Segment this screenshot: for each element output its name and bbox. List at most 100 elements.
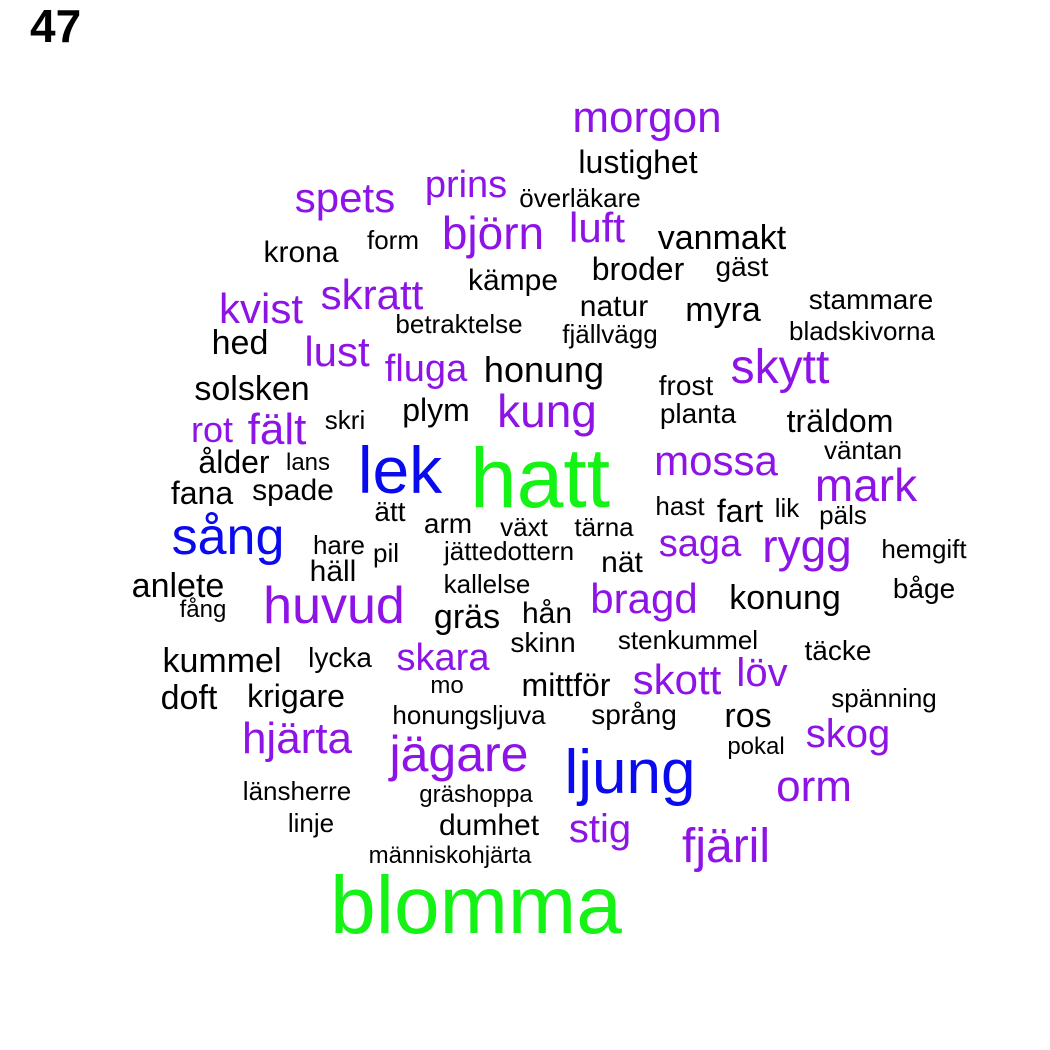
word-fluga: fluga bbox=[384, 348, 468, 390]
word-spade: spade bbox=[252, 474, 334, 507]
word-bladskivorna: bladskivorna bbox=[789, 316, 935, 346]
word-skog: skog bbox=[805, 712, 891, 756]
word-prins: prins bbox=[424, 164, 508, 206]
word-frost: frost bbox=[658, 370, 714, 401]
word-honungsljuva: honungsljuva bbox=[392, 700, 546, 730]
word-hed: hed bbox=[211, 324, 269, 362]
word-solsken: solsken bbox=[194, 370, 310, 408]
word-lans: lans bbox=[285, 449, 331, 476]
word-tacke: täcke bbox=[804, 635, 872, 666]
word-stammare: stammare bbox=[808, 284, 934, 315]
word-hemgift: hemgift bbox=[881, 534, 967, 564]
word-pokal: pokal bbox=[727, 733, 785, 760]
word-ljung: ljung bbox=[564, 738, 696, 807]
word-plym: plym bbox=[402, 392, 470, 428]
word-rot: rot bbox=[190, 409, 234, 450]
word-ros: ros bbox=[724, 697, 772, 735]
word-gras: gräs bbox=[433, 598, 501, 636]
word-bjorn: björn bbox=[441, 207, 545, 259]
word-skinn: skinn bbox=[510, 627, 576, 658]
word-skott: skott bbox=[632, 656, 722, 703]
word-tarna: tärna bbox=[574, 512, 634, 542]
word-lycka: lycka bbox=[308, 642, 372, 673]
word-kummel: kummel bbox=[162, 642, 282, 680]
word-arm: arm bbox=[423, 508, 473, 539]
word-krona: krona bbox=[263, 236, 339, 269]
word-jagare: jägare bbox=[389, 726, 529, 782]
word-bage: båge bbox=[892, 573, 956, 604]
word-kvist: kvist bbox=[219, 285, 303, 332]
word-hatt: hatt bbox=[469, 431, 611, 525]
word-lansherre: länsherre bbox=[242, 776, 352, 806]
word-planta: planta bbox=[659, 398, 737, 429]
word-konung: konung bbox=[729, 579, 841, 617]
word-spets: spets bbox=[294, 174, 396, 221]
word-linje: linje bbox=[287, 808, 335, 838]
word-luft: luft bbox=[568, 204, 626, 251]
word-krigare: krigare bbox=[247, 678, 345, 714]
word-fana: fana bbox=[170, 475, 234, 511]
word-han: hån bbox=[521, 597, 573, 630]
word-fjaril: fjäril bbox=[681, 820, 771, 873]
word-vanmakt: vanmakt bbox=[657, 219, 787, 257]
word-bragd: bragd bbox=[590, 575, 698, 622]
word-fjallvagg: fjällvägg bbox=[562, 319, 658, 349]
word-huvud: huvud bbox=[263, 577, 405, 635]
word-dumhet: dumhet bbox=[438, 809, 540, 842]
word-overlakare: överläkare bbox=[519, 183, 641, 213]
word-skratt: skratt bbox=[320, 271, 424, 318]
word-mark: mark bbox=[814, 459, 918, 511]
word-mossa: mossa bbox=[654, 437, 778, 484]
word-rygg: rygg bbox=[762, 520, 852, 572]
word-nat: nät bbox=[601, 546, 643, 579]
page-number: 47 bbox=[30, 0, 82, 52]
word-blomma: blomma bbox=[330, 860, 622, 951]
word-lek: lek bbox=[357, 433, 443, 507]
word-sprang: språng bbox=[591, 699, 677, 730]
word-sang: sång bbox=[171, 508, 285, 566]
word-broder: broder bbox=[591, 251, 685, 287]
word-hast: hast bbox=[655, 491, 705, 521]
word-spanning: spänning bbox=[831, 683, 937, 713]
word-hjarta: hjärta bbox=[241, 714, 353, 763]
word-myra: myra bbox=[685, 291, 761, 329]
word-orm: orm bbox=[776, 762, 852, 811]
word-kampe: kämpe bbox=[467, 264, 559, 297]
word-stenkummel: stenkummel bbox=[617, 625, 759, 655]
word-mittfor: mittför bbox=[521, 667, 611, 703]
word-att: ätt bbox=[374, 496, 406, 527]
word-morgon: morgon bbox=[572, 93, 722, 142]
word-stig: stig bbox=[568, 807, 632, 851]
word-skri: skri bbox=[324, 405, 366, 435]
word-lov: löv bbox=[736, 651, 788, 695]
word-traldom: träldom bbox=[786, 403, 894, 439]
word-vaxt: växt bbox=[500, 512, 548, 542]
word-hall: häll bbox=[309, 555, 357, 588]
word-lustighet: lustighet bbox=[578, 144, 698, 180]
word-vantan: väntan bbox=[823, 435, 903, 465]
word-kallelse: kallelse bbox=[443, 569, 531, 599]
word-pals: päls bbox=[819, 500, 867, 530]
word-saga: saga bbox=[658, 523, 742, 565]
word-lust: lust bbox=[304, 328, 370, 375]
word-skara: skara bbox=[396, 637, 490, 679]
word-fart: fart bbox=[716, 493, 764, 529]
word-gast: gäst bbox=[715, 251, 769, 282]
word-pil: pil bbox=[372, 538, 400, 568]
word-form: form bbox=[367, 225, 419, 255]
word-lik: lik bbox=[774, 493, 800, 523]
word-natur: natur bbox=[579, 290, 649, 323]
word-skytt: skytt bbox=[730, 341, 830, 394]
word-kung: kung bbox=[497, 385, 597, 437]
word-grashoppa: gräshoppa bbox=[419, 781, 533, 808]
word-fang: fång bbox=[179, 596, 227, 623]
word-manniskohjarta: människohjärta bbox=[368, 842, 532, 869]
word-jattedottern: jättedottern bbox=[443, 536, 575, 566]
word-betraktelse: betraktelse bbox=[395, 309, 523, 339]
word-hare: hare bbox=[312, 530, 366, 560]
word-honung: honung bbox=[483, 349, 605, 390]
word-alder: ålder bbox=[198, 444, 270, 480]
word-falt: fält bbox=[247, 405, 307, 454]
word-mo: mo bbox=[430, 672, 464, 699]
